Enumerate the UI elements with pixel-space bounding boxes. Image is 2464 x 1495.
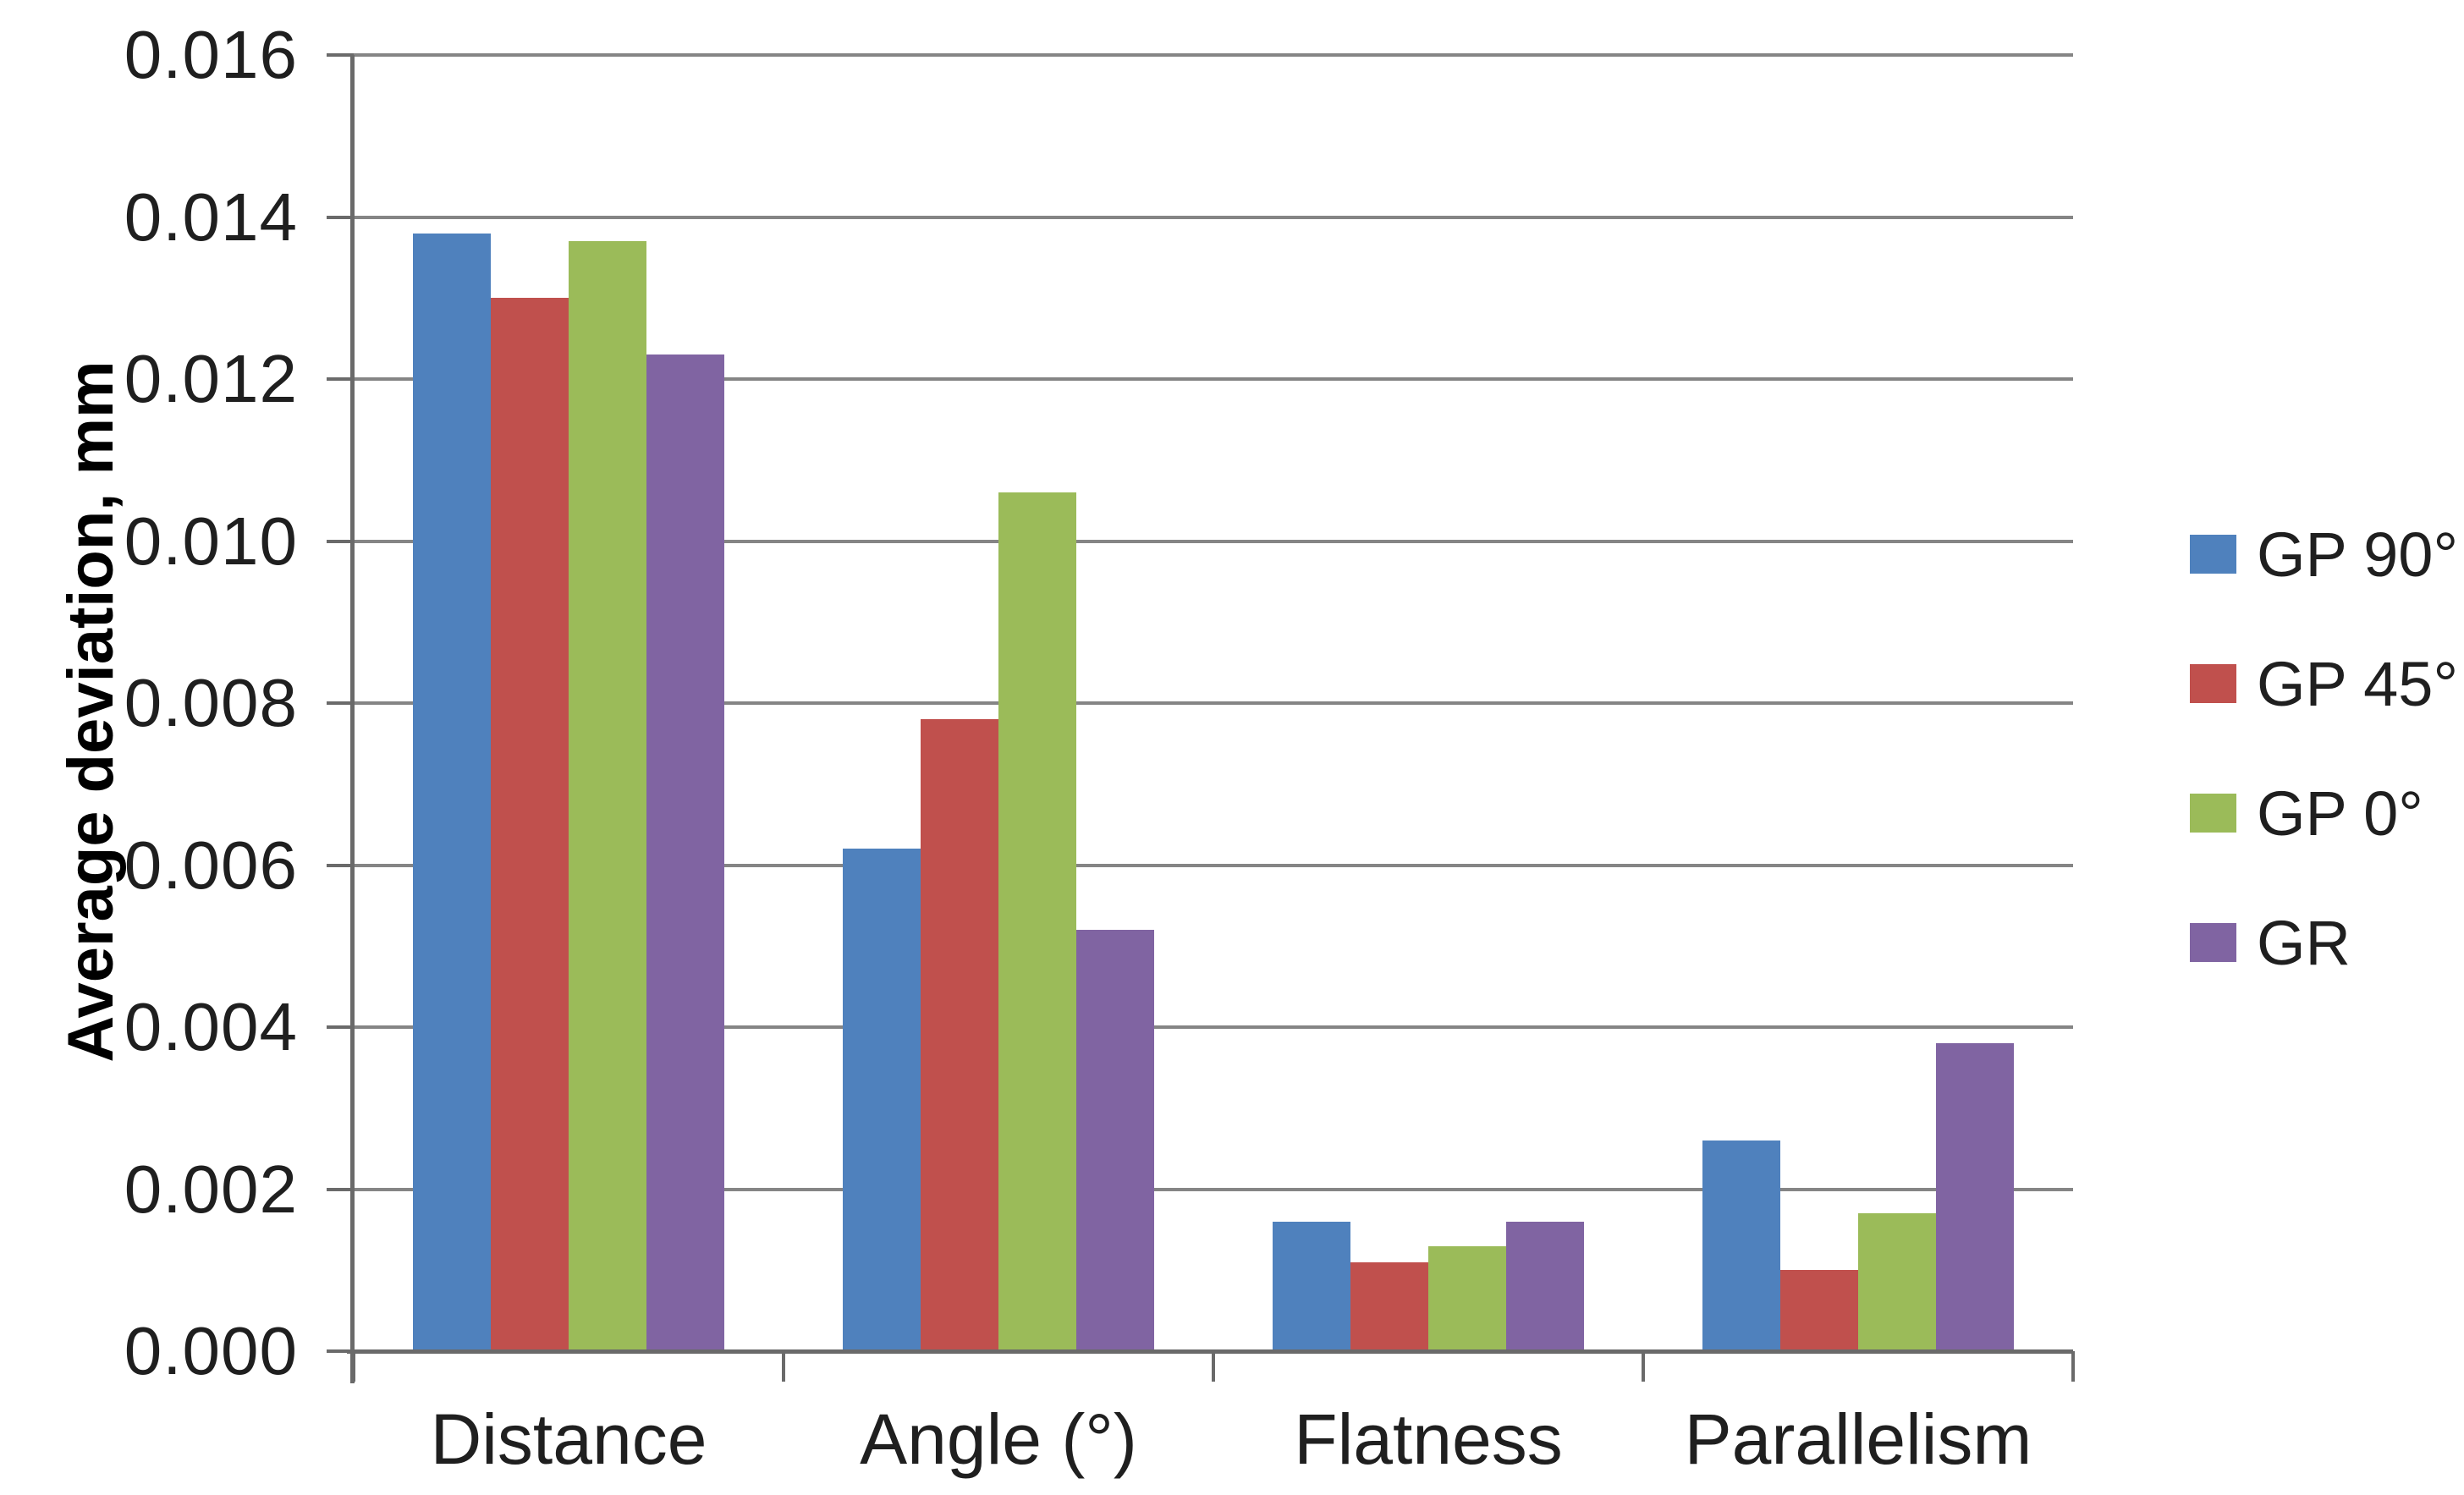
category-label: Parallelism [1684, 1399, 2032, 1479]
category-label: Distance [430, 1399, 707, 1479]
y-tick-label: 0.002 [124, 1151, 298, 1227]
x-axis-tick [352, 1351, 355, 1382]
gridline [354, 540, 2073, 543]
x-axis-tick [1642, 1351, 1645, 1382]
y-tick-label: 0.016 [124, 17, 298, 92]
legend-swatch [2190, 794, 2236, 833]
y-axis-tick [327, 540, 354, 543]
y-tick-label: 0.008 [124, 665, 298, 740]
bar-gp-90°-distance [413, 234, 491, 1351]
x-axis-line [347, 1349, 2073, 1354]
x-axis-tick [2071, 1351, 2075, 1382]
legend-label: GP 0° [2257, 778, 2423, 849]
bar-gp-45°-distance [491, 298, 569, 1351]
bar-gp-0°-parallelism [1858, 1213, 1936, 1351]
y-axis-tick [327, 1025, 354, 1029]
bar-gp-0°-angle [998, 492, 1076, 1351]
bar-gr-angle [1076, 930, 1154, 1351]
bar-gp-90°-flatness [1273, 1222, 1350, 1351]
gridline [354, 216, 2073, 219]
legend-item: GP 0° [2190, 778, 2423, 849]
legend-label: GP 90° [2257, 519, 2459, 590]
y-tick-label: 0.000 [124, 1313, 298, 1388]
legend-label: GP 45° [2257, 648, 2459, 719]
y-axis-line [350, 55, 355, 1383]
bar-gr-flatness [1506, 1222, 1584, 1351]
y-tick-label: 0.012 [124, 341, 298, 416]
y-axis-tick [327, 1349, 354, 1353]
legend-label: GR [2257, 907, 2351, 978]
category-label: Flatness [1294, 1399, 1563, 1479]
x-axis-tick [782, 1351, 785, 1382]
y-tick-label: 0.014 [124, 179, 298, 255]
y-tick-label: 0.006 [124, 827, 298, 903]
gridline [354, 701, 2073, 705]
legend-swatch [2190, 664, 2236, 703]
legend-item: GR [2190, 907, 2351, 978]
y-axis-tick [327, 377, 354, 381]
bar-gr-distance [646, 355, 724, 1351]
y-axis-tick [327, 53, 354, 57]
y-axis-tick [327, 216, 354, 219]
legend-swatch [2190, 535, 2236, 574]
gridline [354, 53, 2073, 57]
y-tick-label: 0.010 [124, 503, 298, 579]
bar-gp-45°-parallelism [1780, 1270, 1858, 1351]
bar-gp-90°-angle [843, 849, 921, 1351]
category-label: Angle (°) [860, 1399, 1137, 1479]
gridline [354, 1025, 2073, 1029]
legend-item: GP 45° [2190, 648, 2458, 719]
y-tick-label: 0.004 [124, 989, 298, 1064]
gridline [354, 864, 2073, 867]
x-axis-tick [1212, 1351, 1215, 1382]
bar-gp-0°-distance [569, 241, 646, 1351]
legend-swatch [2190, 923, 2236, 962]
legend-item: GP 90° [2190, 519, 2458, 590]
gridline [354, 377, 2073, 381]
bar-gp-90°-parallelism [1702, 1140, 1780, 1351]
bar-gp-0°-flatness [1428, 1246, 1506, 1351]
y-axis-tick [327, 701, 354, 705]
y-axis-tick [327, 1188, 354, 1191]
gridline [354, 1188, 2073, 1191]
bar-gp-45°-angle [921, 719, 998, 1351]
bar-gp-45°-flatness [1350, 1262, 1428, 1351]
y-axis-tick [327, 864, 354, 867]
bar-gr-parallelism [1936, 1043, 2014, 1351]
